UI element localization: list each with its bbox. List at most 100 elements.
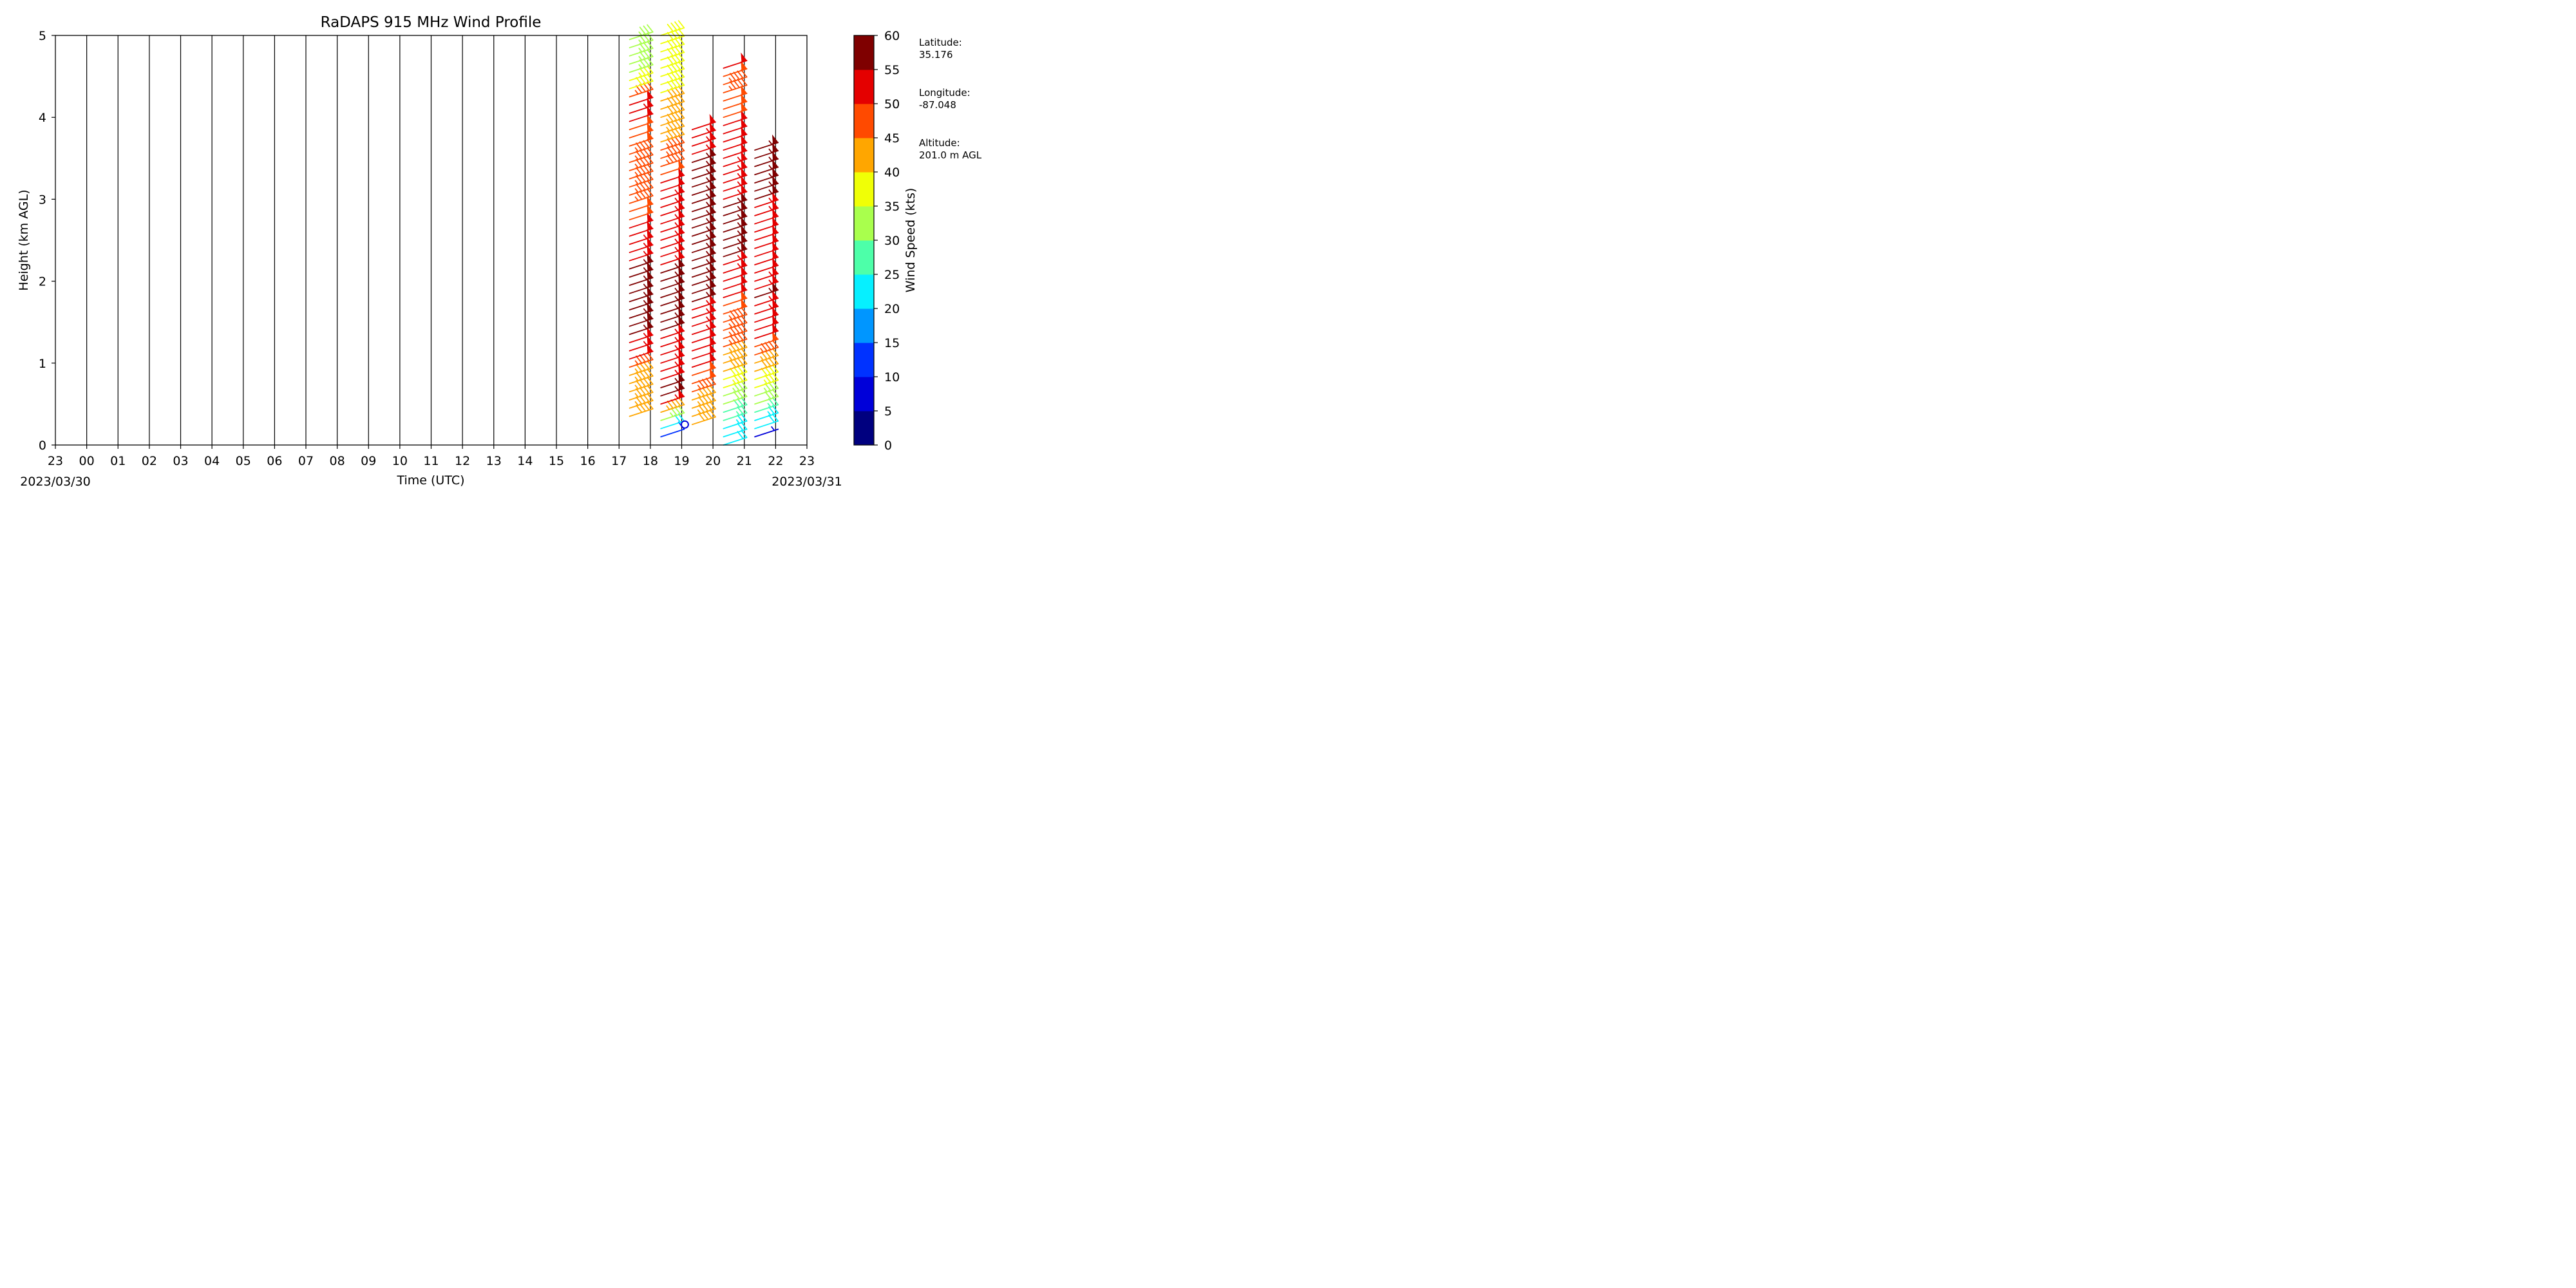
wind-barb-flag [709,228,716,239]
wind-barb-flag [772,151,779,161]
wind-barb-full [670,80,677,88]
wind-barb-full [761,351,768,360]
wind-barb-full [636,158,643,167]
wind-barb-flag [678,306,685,317]
wind-barb-full [674,398,681,407]
x-tick-label: 09 [361,454,376,468]
wind-barb-full [674,70,681,79]
wind-barb-half [706,259,710,264]
wind-barb-full [667,155,674,164]
wind-barb-half [697,401,702,406]
wind-barb-full [643,50,650,59]
y-axis-ticks: 0 1 2 3 4 5 [39,29,55,453]
wind-barb-flag [647,286,654,296]
wind-barb-flag [709,122,716,133]
wind-barb-full [737,374,744,382]
wind-barb-flag [647,343,654,354]
wind-barb-staff [660,428,685,438]
wind-barb-flag [709,155,716,166]
x-tick-label: 15 [549,454,564,468]
wind-barb-full [643,386,650,395]
wind-barb-full [705,393,713,402]
wind-barb-half [768,287,773,293]
wind-barb-flag [741,208,748,218]
wind-barb-half [643,283,648,289]
wind-barb-half [638,48,643,53]
wind-barb-full [636,404,643,413]
wind-barb-full [643,189,650,198]
wind-barb-half [732,379,737,384]
wind-barb-flag [741,232,748,243]
wind-barb-half [666,151,670,156]
wind-barb-half [634,401,639,406]
wind-barb-flag [647,335,654,346]
wind-barb-full [677,28,685,37]
wind-barb-full [698,404,705,413]
wind-barb-full [670,407,677,416]
wind-barb-full [677,102,685,111]
wind-barb-full [639,59,647,68]
wind-barb-flag [772,224,779,235]
wind-barb-flag [647,261,654,272]
wind-barb-half [768,148,773,154]
wind-barb-flag [772,134,779,145]
colorbar-tick-label: 10 [884,370,900,384]
latitude-value: 35.176 [919,49,953,61]
altitude-label: Altitude: [919,137,960,149]
wind-barb-full [643,369,650,378]
wind-barb-flag [647,196,654,206]
x-tick-label: 12 [455,454,470,468]
wind-barb-full [636,151,643,159]
wind-barb-half [706,234,710,240]
wind-barb-flag [741,126,748,137]
wind-barb-full [705,402,713,411]
wind-barb-flag [772,232,779,243]
wind-barb-full [737,316,744,325]
wind-barb-flag [709,310,716,321]
wind-barb-full [677,413,685,422]
x-tick-label: 23 [48,454,63,468]
wind-barb-full [639,166,647,175]
wind-barb-half [643,267,648,272]
wind-barb-full [764,358,772,367]
wind-barb-full [702,387,709,395]
colorbar-label: Wind Speed (kts) [904,188,918,293]
wind-barb-full [647,393,654,401]
wind-barb-full [647,352,654,361]
wind-barb-full [643,25,650,34]
wind-barb-full [729,327,737,336]
wind-barb-full [647,138,654,147]
wind-barb-full [636,183,643,192]
x-tick-label: 13 [486,454,502,468]
wind-barb-full [674,103,681,112]
x-tick-label: 14 [517,454,533,468]
wind-barb-flag [709,130,716,141]
wind-barb-flag [741,118,748,129]
wind-barb-half [697,409,702,415]
wind-barb-half [728,331,733,337]
y-tick-label: 5 [39,29,46,43]
wind-barb-full [667,122,674,131]
wind-barb-half [760,348,764,353]
wind-barb-full [670,71,677,80]
wind-barb-full [761,368,768,376]
wind-barb-half [728,323,733,328]
wind-barb-full [677,135,685,144]
wind-barb-half [763,379,768,384]
wind-barb-full [677,151,685,160]
wind-barb-full [737,348,744,357]
wind-barb-flag [772,216,779,227]
wind-barb-half [674,279,679,285]
wind-barb-half [674,320,679,326]
wind-barb-half [706,283,710,289]
wind-barb-flag [647,327,654,337]
wind-barb-half [643,275,648,281]
wind-barb-flag [709,187,716,198]
wind-barb-flag [647,269,654,280]
wind-barb-full [677,77,685,86]
longitude-label: Longitude: [919,87,971,99]
wind-barb-half [728,339,733,345]
wind-barb-flag [709,196,716,206]
wind-barb-full [772,388,779,397]
wind-barb-full [741,339,748,348]
